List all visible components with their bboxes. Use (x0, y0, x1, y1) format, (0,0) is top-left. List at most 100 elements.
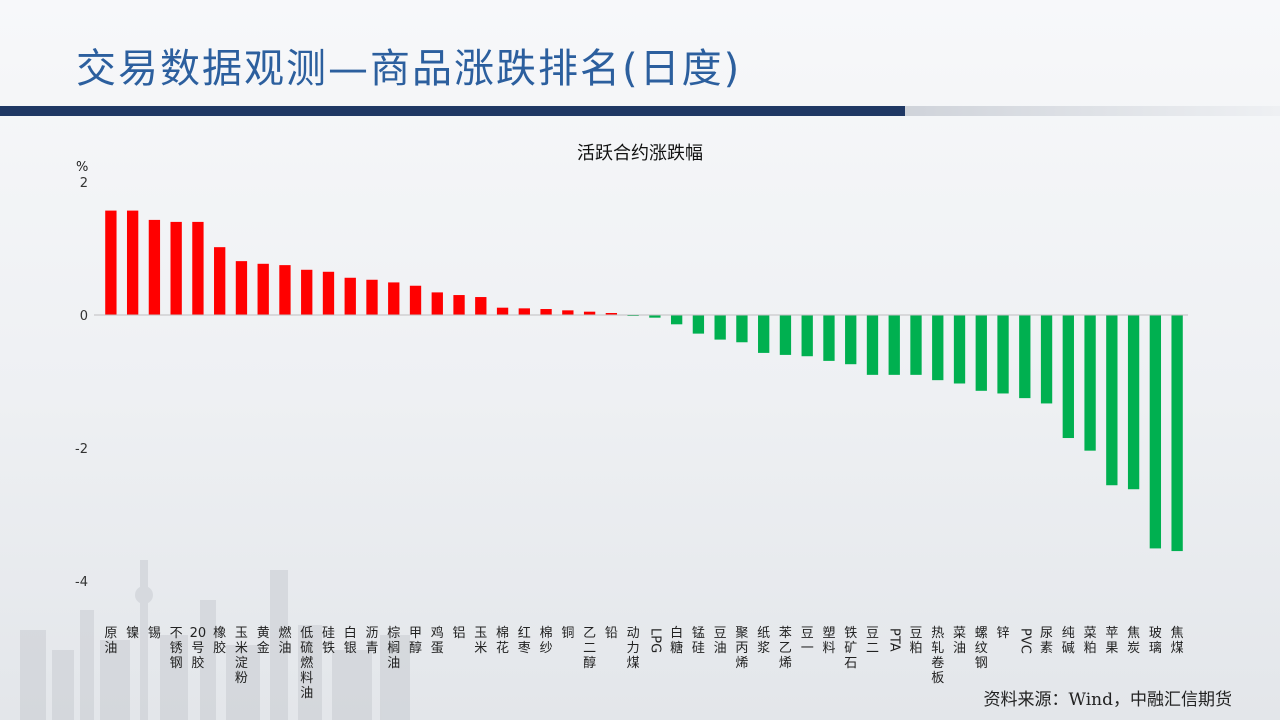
bar (540, 309, 552, 315)
x-tick-label: 白糖 (670, 625, 683, 656)
bar (344, 277, 356, 315)
x-tick-label: 玻璃 (1149, 626, 1162, 656)
x-tick-label: 白银 (344, 625, 357, 656)
bar (801, 315, 813, 357)
x-tick-label: 动力煤 (627, 626, 640, 671)
x-tick-label: 20 号胶 (190, 626, 207, 671)
bar (475, 297, 487, 315)
bar (714, 315, 726, 340)
bar (214, 247, 226, 315)
x-tick-label: LPG (647, 628, 662, 653)
x-tick-label: 焦煤 (1171, 626, 1184, 656)
y-tick-label: -4 (75, 575, 88, 590)
x-tick-label: 豆粕 (909, 626, 922, 656)
x-tick-label: PVC (1017, 628, 1032, 654)
x-tick-label: 原油 (104, 626, 117, 656)
bar (409, 285, 422, 315)
bar (322, 271, 335, 315)
chart-title: 活跃合约涨跌幅 (577, 143, 703, 164)
x-tick-label: 铅 (605, 626, 618, 641)
x-tick-label: 乙二醇 (583, 626, 596, 671)
bar (235, 261, 248, 315)
x-tick-label: 棉纱 (540, 626, 553, 656)
x-tick-label: 甲醇 (409, 626, 422, 656)
x-tick-label: 不锈钢 (170, 626, 183, 671)
bar (1084, 315, 1096, 451)
bar (1040, 315, 1053, 404)
x-tick-label: 菜粕 (1084, 626, 1097, 656)
bar (126, 210, 139, 315)
title-bar: 交易数据观测—商品涨跌排名(日度) (0, 0, 1280, 118)
bar (1106, 315, 1118, 486)
x-tick-label: 聚丙烯 (735, 626, 748, 671)
bar (170, 221, 182, 315)
bar (736, 315, 748, 343)
bar (605, 313, 618, 315)
title-underline-fade (905, 106, 1280, 116)
bar (496, 307, 509, 315)
x-tick-label: 黄金 (257, 626, 270, 656)
bar (366, 279, 378, 315)
bar (1171, 315, 1183, 552)
x-tick-label: 尿素 (1040, 626, 1053, 656)
bar (279, 265, 291, 315)
bar (518, 308, 530, 315)
bar (148, 219, 161, 315)
y-tick-label: 2 (80, 176, 88, 191)
bar (649, 315, 661, 318)
x-tick-label: 塑料 (822, 626, 835, 656)
bar (845, 315, 857, 365)
title-underline (0, 106, 905, 116)
bar (1019, 315, 1031, 399)
y-axis-unit-label: % (76, 160, 88, 175)
bar (910, 315, 922, 375)
bar (779, 315, 792, 355)
bar (105, 210, 117, 315)
x-tick-label: 棕榈油 (387, 626, 400, 671)
x-tick-label: 燃油 (278, 625, 291, 656)
page-title: 交易数据观测—商品涨跌排名(日度) (76, 46, 742, 92)
bar (388, 282, 400, 315)
x-axis-labels: 原油镍锡不锈钢 20 号胶橡胶玉米淀粉黄金燃油低硫燃料油硅铁白银沥青棕榈油甲醇鸡蛋铝… (104, 625, 1183, 701)
bar (758, 315, 770, 353)
bar (453, 295, 465, 315)
x-tick-label: 螺纹钢 (975, 626, 988, 671)
bar (823, 315, 835, 361)
bars (105, 210, 1183, 552)
bar (1149, 315, 1162, 549)
bar (670, 315, 683, 325)
city-skyline-decoration (20, 560, 410, 720)
x-tick-label: 鸡蛋 (431, 625, 444, 656)
bar (192, 221, 204, 315)
bar (932, 315, 944, 381)
bar (431, 292, 443, 315)
x-tick-label: 玉米淀粉 (235, 626, 248, 686)
x-tick-label: 橡胶 (213, 626, 226, 656)
x-tick-label: 低硫燃料油 (300, 626, 313, 701)
bar (301, 269, 313, 315)
x-tick-label: 纸浆 (757, 626, 770, 656)
bar (562, 310, 574, 315)
data-source-note: 资料来源：Wind，中融汇信期货 (983, 690, 1232, 710)
x-tick-label: 锰硅 (692, 626, 705, 656)
x-tick-label: 豆二 (866, 626, 879, 656)
bar (257, 263, 269, 315)
x-tick-label: 铁矿石 (844, 626, 857, 671)
x-tick-label: 红枣 (518, 625, 531, 656)
bar (866, 315, 879, 375)
bar (692, 315, 705, 334)
x-tick-label: 铝 (453, 626, 466, 641)
x-tick-label: 硅铁 (322, 626, 335, 656)
x-tick-label: 豆一 (801, 626, 814, 656)
bar (888, 315, 900, 375)
bar (953, 315, 966, 384)
x-tick-label: 镍 (126, 626, 139, 641)
x-tick-label: 铜 (561, 626, 574, 641)
bar (1062, 315, 1074, 439)
x-tick-label: 锡 (148, 626, 161, 641)
x-tick-label: 苯乙烯 (779, 626, 792, 671)
bar (975, 315, 987, 391)
x-tick-label: 苹果 (1105, 626, 1118, 656)
bar (583, 311, 596, 315)
